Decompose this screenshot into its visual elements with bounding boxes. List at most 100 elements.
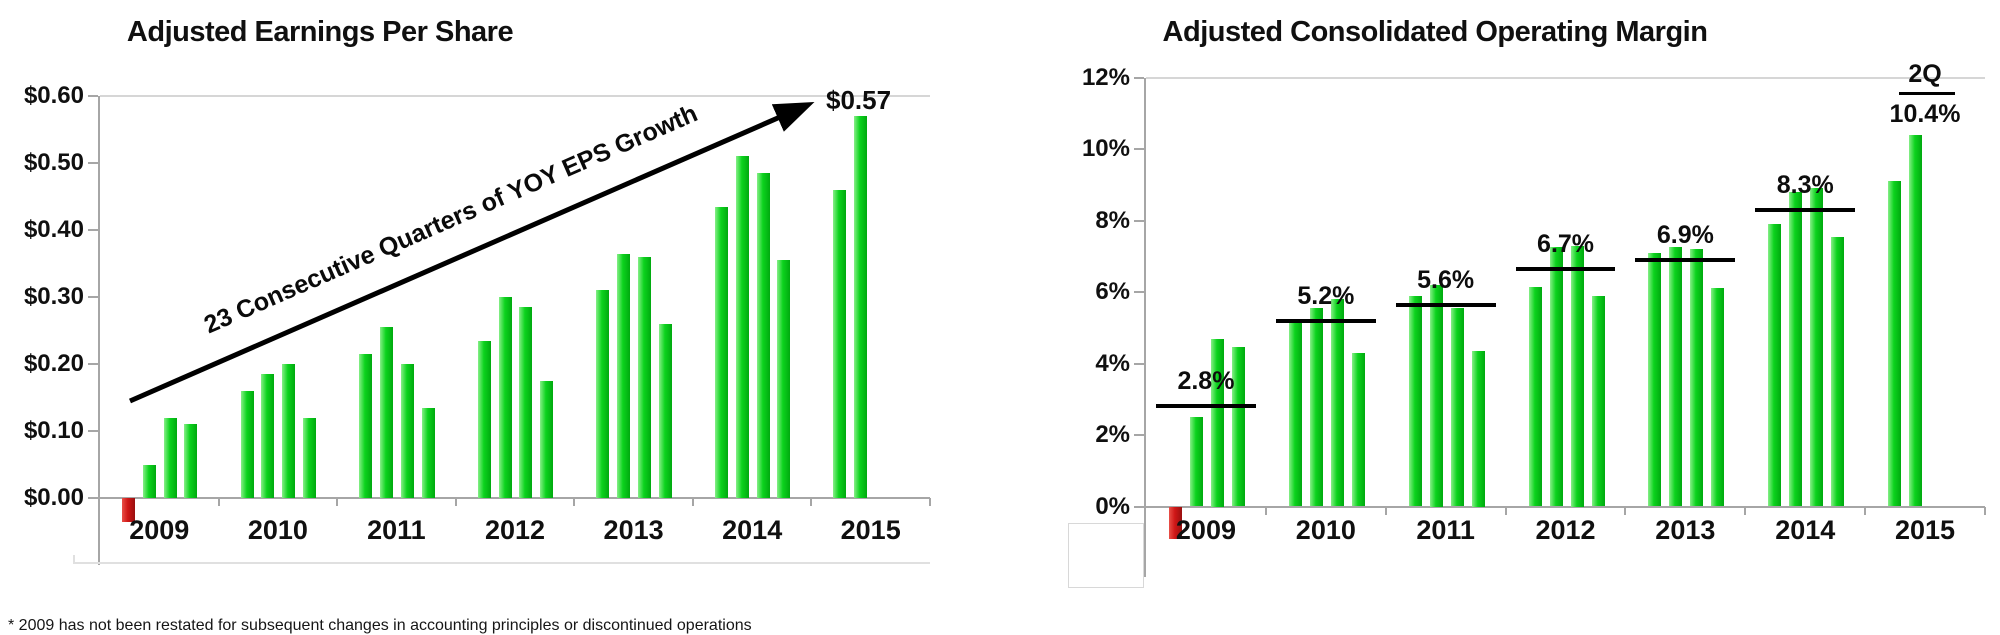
bar-negative bbox=[1169, 506, 1182, 539]
y-axis-tick bbox=[1134, 362, 1144, 365]
x-axis-tick bbox=[217, 498, 220, 506]
bar bbox=[1309, 308, 1323, 507]
bar bbox=[1711, 288, 1725, 507]
y-axis-tick bbox=[1134, 291, 1144, 293]
bar bbox=[854, 116, 868, 498]
y-axis-label: $0.00 bbox=[23, 484, 84, 511]
average-label: 2.8% bbox=[1177, 367, 1235, 396]
bar bbox=[637, 256, 651, 498]
x-axis-tick bbox=[691, 498, 694, 506]
y-axis-label: 2% bbox=[1095, 421, 1130, 448]
y-axis-tick bbox=[88, 95, 98, 97]
x-axis-year-label: 2015 bbox=[840, 515, 901, 545]
average-label: 8.3% bbox=[1776, 170, 1834, 199]
bar bbox=[756, 173, 770, 498]
x-axis-tick bbox=[1624, 506, 1627, 515]
bar bbox=[163, 417, 177, 498]
x-axis-year-label: 2011 bbox=[367, 515, 426, 545]
bar bbox=[1648, 252, 1662, 507]
average-label: 5.6% bbox=[1417, 265, 1475, 294]
bar bbox=[1450, 308, 1464, 507]
margin-chart-title: Adjusted Consolidated Operating Margin bbox=[1162, 16, 1708, 48]
y-axis-tick bbox=[88, 229, 98, 231]
bar bbox=[1690, 249, 1704, 507]
x-axis-year-label: 2012 bbox=[484, 515, 546, 545]
eps-chart-title: Adjusted Earnings Per Share bbox=[126, 16, 514, 48]
y-axis-tick bbox=[88, 430, 98, 432]
x-axis-line bbox=[92, 497, 930, 499]
eps-last-point-label: $0.57 bbox=[826, 85, 892, 115]
x-axis-year-label: 2012 bbox=[1535, 515, 1596, 545]
bar bbox=[142, 464, 156, 498]
bar bbox=[1471, 351, 1485, 507]
bar bbox=[1211, 338, 1224, 507]
bar bbox=[1232, 347, 1245, 507]
x-axis-year-label: 2009 bbox=[129, 515, 190, 545]
average-line bbox=[1275, 318, 1376, 323]
y-axis-label: 0% bbox=[1095, 492, 1130, 520]
growth-arrow bbox=[128, 101, 815, 404]
bar bbox=[261, 374, 275, 499]
bar bbox=[184, 424, 198, 498]
average-line bbox=[1635, 257, 1736, 262]
bar bbox=[1888, 181, 1902, 507]
average-line bbox=[1515, 266, 1616, 271]
x-axis-year-label: 2014 bbox=[1775, 515, 1836, 545]
y-axis-tick bbox=[1134, 219, 1144, 222]
x-axis-year-label: 2013 bbox=[603, 515, 664, 545]
bar bbox=[421, 407, 435, 499]
average-label: 5.2% bbox=[1297, 281, 1355, 310]
bar bbox=[1591, 295, 1605, 507]
y-axis-tick bbox=[88, 363, 98, 365]
x-axis-tick bbox=[929, 498, 931, 506]
bar bbox=[1549, 247, 1563, 507]
x-axis-year-label: 2009 bbox=[1175, 515, 1236, 545]
y-axis-tick bbox=[88, 296, 98, 298]
bar bbox=[379, 327, 393, 498]
latest-quarter-underline bbox=[1899, 92, 1955, 95]
x-axis-year-label: 2013 bbox=[1655, 515, 1716, 545]
y-axis-label: $0.10 bbox=[23, 417, 84, 444]
y-axis-line bbox=[1144, 77, 1146, 577]
y-axis-label: 8% bbox=[1095, 206, 1130, 234]
bar bbox=[658, 323, 672, 498]
x-axis-year-label: 2011 bbox=[1416, 515, 1475, 545]
bar bbox=[519, 307, 533, 498]
y-axis-tick bbox=[1134, 148, 1144, 150]
bar bbox=[400, 364, 414, 498]
bar bbox=[1429, 284, 1443, 507]
bar bbox=[1528, 286, 1542, 507]
y-axis-tick bbox=[1134, 76, 1144, 79]
bar-negative bbox=[122, 498, 135, 522]
y-axis-label: 4% bbox=[1095, 349, 1130, 377]
x-axis-tick bbox=[1744, 506, 1747, 515]
bar bbox=[1570, 245, 1584, 507]
y-axis-label: 12% bbox=[1081, 63, 1130, 91]
bar bbox=[1789, 191, 1803, 507]
x-axis-year-label: 2010 bbox=[247, 515, 308, 545]
x-axis-tick bbox=[1984, 506, 1986, 515]
x-axis-tick bbox=[1504, 506, 1507, 515]
x-axis-tick bbox=[810, 498, 813, 506]
x-axis-year-label: 2015 bbox=[1895, 515, 1956, 545]
bar bbox=[303, 417, 316, 498]
bar bbox=[1831, 236, 1845, 507]
x-axis-tick bbox=[1864, 506, 1867, 515]
latest-quarter-value-label: 10.4% bbox=[1889, 100, 1961, 128]
left-chart-frame-line bbox=[73, 562, 930, 564]
bar bbox=[1190, 417, 1203, 507]
bar bbox=[1810, 188, 1824, 507]
bar bbox=[540, 380, 554, 498]
x-axis-tick bbox=[454, 498, 457, 506]
y-axis-tick bbox=[1134, 434, 1144, 436]
bar bbox=[1330, 299, 1344, 507]
bar bbox=[617, 253, 631, 498]
y-axis-line bbox=[98, 96, 100, 565]
x-axis-tick bbox=[1384, 506, 1387, 515]
bar bbox=[833, 189, 847, 498]
left-chart-frame-corner bbox=[73, 555, 75, 564]
average-label: 6.7% bbox=[1537, 229, 1595, 258]
bar bbox=[498, 297, 512, 498]
bar bbox=[714, 206, 728, 498]
